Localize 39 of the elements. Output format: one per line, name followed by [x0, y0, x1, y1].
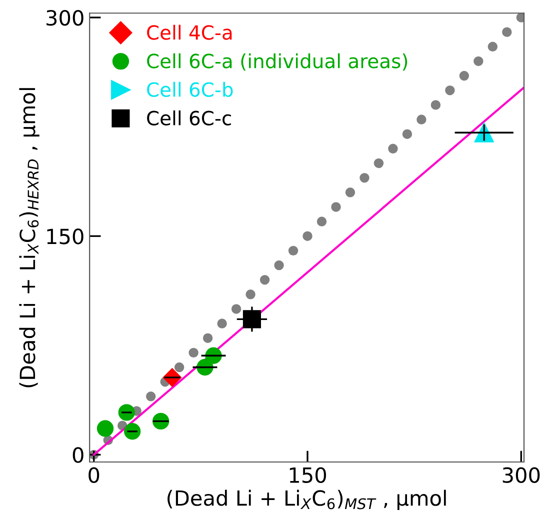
point	[288, 246, 298, 256]
point	[302, 231, 312, 241]
legend-label: Cell 4C-a	[147, 24, 232, 40]
point	[360, 172, 370, 183]
point	[260, 274, 270, 285]
point	[459, 70, 470, 81]
point	[331, 202, 341, 212]
point	[502, 27, 512, 37]
point	[231, 304, 242, 314]
point	[146, 392, 156, 402]
point	[374, 158, 384, 168]
point	[174, 362, 184, 372]
y-axis-title: (Dead Li + Li$_{X}$C$_{6}$)$_{HEXRD}$ , µmol	[19, 88, 40, 388]
point	[217, 318, 227, 328]
y-tick-label: 0	[72, 447, 84, 463]
point	[445, 86, 455, 96]
y-tick-label: 300	[46, 10, 84, 26]
legend-label: Cell 6C-c	[147, 110, 231, 126]
point	[274, 260, 284, 270]
point	[388, 144, 398, 154]
legend-label: Cell 6C-a (individual areas)	[147, 53, 408, 71]
x-axis-title: (Dead Li + Li$_{X}$C$_{6}$)$_{MST}$ , µmol	[168, 490, 446, 510]
y-tick-label: 150	[47, 228, 84, 244]
point	[416, 114, 426, 124]
legend-label: Cell 6C-b	[147, 82, 233, 97]
x-tick-label: 150	[290, 467, 326, 483]
x-tick-label: 300	[502, 467, 540, 483]
point	[488, 42, 498, 52]
point	[402, 129, 412, 139]
x-tick-label: 0	[88, 467, 100, 483]
point	[202, 333, 213, 343]
point	[474, 56, 484, 66]
point	[246, 290, 256, 300]
point	[188, 348, 198, 358]
point	[96, 420, 114, 437]
point	[124, 423, 141, 440]
point	[430, 100, 441, 110]
point	[345, 188, 356, 198]
point	[316, 216, 327, 226]
